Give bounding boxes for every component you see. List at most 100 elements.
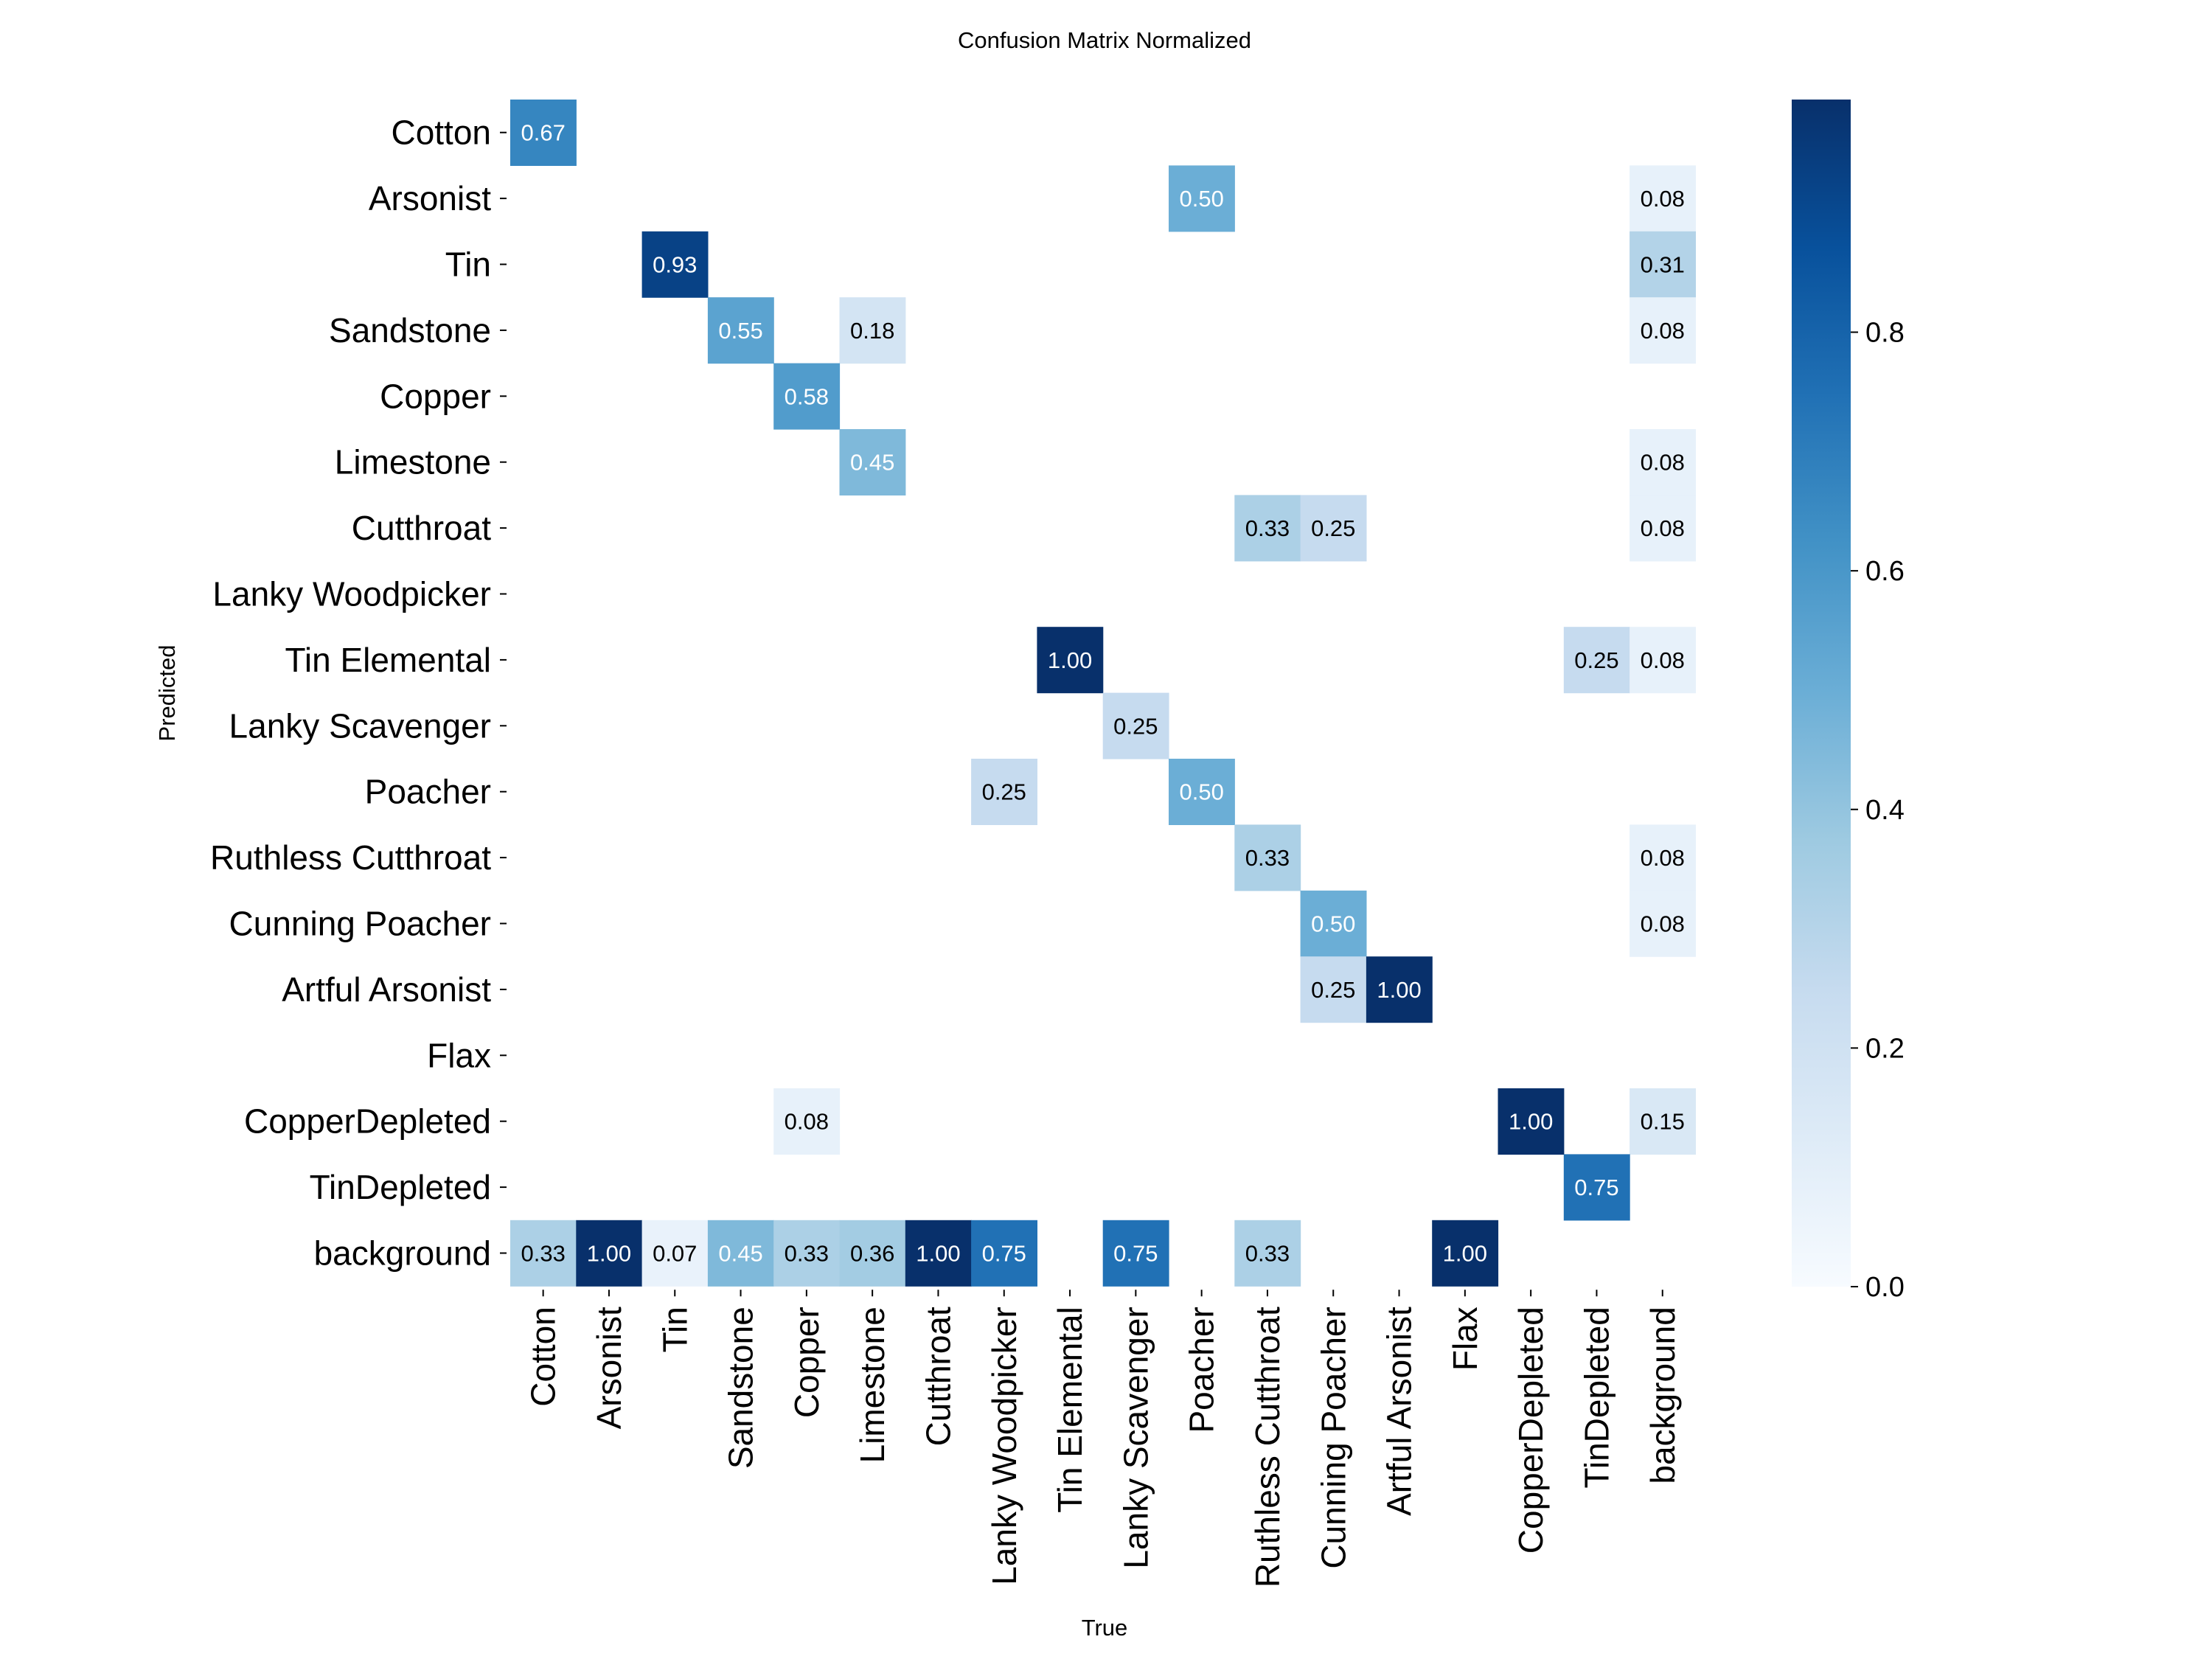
- y-tick-label: Sandstone: [329, 311, 491, 349]
- colorbar-ticks: 0.0 0.2 0.4 0.6 0.8: [1851, 318, 1905, 1303]
- cell-value-label: 0.45: [718, 1241, 762, 1267]
- heatmap-cell: [1630, 297, 1696, 364]
- cell-value-label: 0.07: [653, 1241, 697, 1267]
- cell-value-label: 1.00: [587, 1241, 631, 1267]
- x-tick-label: Limestone: [853, 1307, 891, 1463]
- colorbar-tick-label: 0.4: [1865, 795, 1905, 826]
- heatmap-cell: [1630, 1088, 1696, 1155]
- heatmap-cell-labels: 0.67 0.50 0.08 0.93 0.31 0.55 0.18 0.08 0.58 0.45…: [521, 120, 1684, 1267]
- x-tick-label: Sandstone: [722, 1307, 760, 1469]
- cell-value-label: 0.08: [1641, 845, 1685, 871]
- heatmap-cell: [773, 1220, 841, 1287]
- y-tick-label: Cutthroat: [352, 509, 491, 547]
- x-tick-label: Lanky Woodpicker: [985, 1307, 1023, 1585]
- cell-value-label: 0.25: [1113, 713, 1158, 739]
- heatmap-cell: [1037, 627, 1104, 694]
- heatmap-cell: [773, 1088, 841, 1155]
- heatmap-cell: [1169, 165, 1235, 232]
- cell-value-label: 1.00: [1048, 647, 1092, 673]
- x-tick-label: background: [1644, 1307, 1682, 1484]
- y-tick-label: TinDepleted: [310, 1168, 491, 1206]
- y-tick-label: Ruthless Cutthroat: [210, 838, 491, 877]
- heatmap-cell: [576, 1220, 643, 1287]
- cell-value-label: 1.00: [1377, 977, 1421, 1003]
- cell-value-label: 0.75: [982, 1241, 1026, 1267]
- heatmap-cells: [510, 100, 1696, 1287]
- y-tick-label: Tin Elemental: [285, 641, 491, 679]
- y-tick-label: Lanky Scavenger: [229, 706, 491, 745]
- x-tick-label: Flax: [1446, 1307, 1484, 1371]
- cell-value-label: 0.55: [718, 318, 762, 344]
- x-axis-ticks: Cotton Arsonist Tin Sandstone Copper Limeston…: [524, 1290, 1682, 1587]
- cell-value-label: 0.08: [1641, 318, 1685, 344]
- cell-value-label: 0.50: [1179, 779, 1223, 805]
- heatmap-cell: [971, 1220, 1037, 1287]
- colorbar-tick-label: 0.0: [1865, 1272, 1905, 1303]
- heatmap-cell: [1630, 231, 1696, 298]
- colorbar-tick-label: 0.6: [1865, 556, 1905, 587]
- heatmap-cell: [1169, 759, 1235, 825]
- heatmap-cell: [1630, 824, 1696, 891]
- heatmap-cell: [1102, 1220, 1169, 1287]
- y-tick-label: Arsonist: [369, 179, 491, 218]
- y-tick-label: Tin: [445, 246, 491, 284]
- cell-value-label: 0.15: [1641, 1109, 1685, 1135]
- heatmap-cell: [707, 1220, 774, 1287]
- heatmap-cell: [1300, 495, 1367, 562]
- y-tick-label: Poacher: [365, 773, 491, 811]
- cell-value-label: 0.31: [1641, 252, 1685, 278]
- x-tick-label: Cotton: [524, 1307, 563, 1407]
- chart-title: Confusion Matrix Normalized: [958, 27, 1251, 53]
- heatmap-cell: [1630, 890, 1696, 957]
- cell-value-label: 0.33: [521, 1241, 565, 1267]
- cell-value-label: 0.45: [850, 450, 894, 476]
- heatmap-cell: [905, 1220, 972, 1287]
- x-tick-label: Copper: [787, 1307, 826, 1418]
- heatmap-cell: [707, 297, 774, 364]
- cell-value-label: 0.58: [785, 383, 829, 409]
- x-tick-label: Cutthroat: [919, 1307, 957, 1446]
- colorbar-tick-label: 0.8: [1865, 318, 1905, 349]
- cell-value-label: 0.93: [653, 252, 697, 278]
- heatmap-cell: [1630, 495, 1696, 562]
- heatmap-cell: [1432, 1220, 1499, 1287]
- cell-value-label: 0.33: [1245, 845, 1290, 871]
- x-tick-label: Tin: [655, 1307, 694, 1352]
- heatmap-cell: [641, 231, 709, 298]
- y-tick-label: Copper: [380, 377, 491, 415]
- cell-value-label: 1.00: [916, 1241, 960, 1267]
- x-tick-label: Ruthless Cutthroat: [1248, 1307, 1287, 1587]
- heatmap-cell: [1563, 627, 1630, 694]
- heatmap-cell: [641, 1220, 709, 1287]
- y-tick-label: Cunning Poacher: [229, 905, 491, 943]
- colorbar: [1792, 100, 1851, 1287]
- x-tick-label: Lanky Scavenger: [1116, 1307, 1155, 1568]
- x-tick-label: CopperDepleted: [1512, 1307, 1550, 1554]
- heatmap-cell: [1498, 1088, 1565, 1155]
- cell-value-label: 0.50: [1179, 186, 1223, 212]
- cell-value-label: 0.08: [1641, 647, 1685, 673]
- x-tick-label: Arsonist: [590, 1307, 628, 1429]
- cell-value-label: 0.36: [850, 1241, 894, 1267]
- heatmap-cell: [1234, 495, 1301, 562]
- heatmap-cell: [1300, 890, 1367, 957]
- cell-value-label: 0.08: [1641, 911, 1685, 937]
- y-tick-label: Artful Arsonist: [282, 970, 491, 1009]
- heatmap-cell: [839, 1220, 906, 1287]
- cell-value-label: 0.75: [1574, 1175, 1618, 1200]
- cell-value-label: 1.00: [1509, 1109, 1553, 1135]
- heatmap-cell: [839, 297, 906, 364]
- y-axis-ticks: Cotton Arsonist Tin Sandstone Copper Limeston…: [210, 114, 507, 1273]
- cell-value-label: 0.25: [1311, 515, 1355, 541]
- heatmap-cell: [1366, 956, 1433, 1023]
- cell-value-label: 0.08: [1641, 450, 1685, 476]
- heatmap-cell: [1234, 1220, 1301, 1287]
- x-tick-label: Poacher: [1183, 1307, 1221, 1433]
- y-tick-label: Flax: [427, 1036, 491, 1074]
- heatmap-cell: [839, 429, 906, 495]
- cell-value-label: 0.25: [1311, 977, 1355, 1003]
- heatmap-cell: [510, 100, 577, 166]
- heatmap-cell: [1102, 692, 1169, 759]
- x-tick-label: Tin Elemental: [1051, 1307, 1089, 1513]
